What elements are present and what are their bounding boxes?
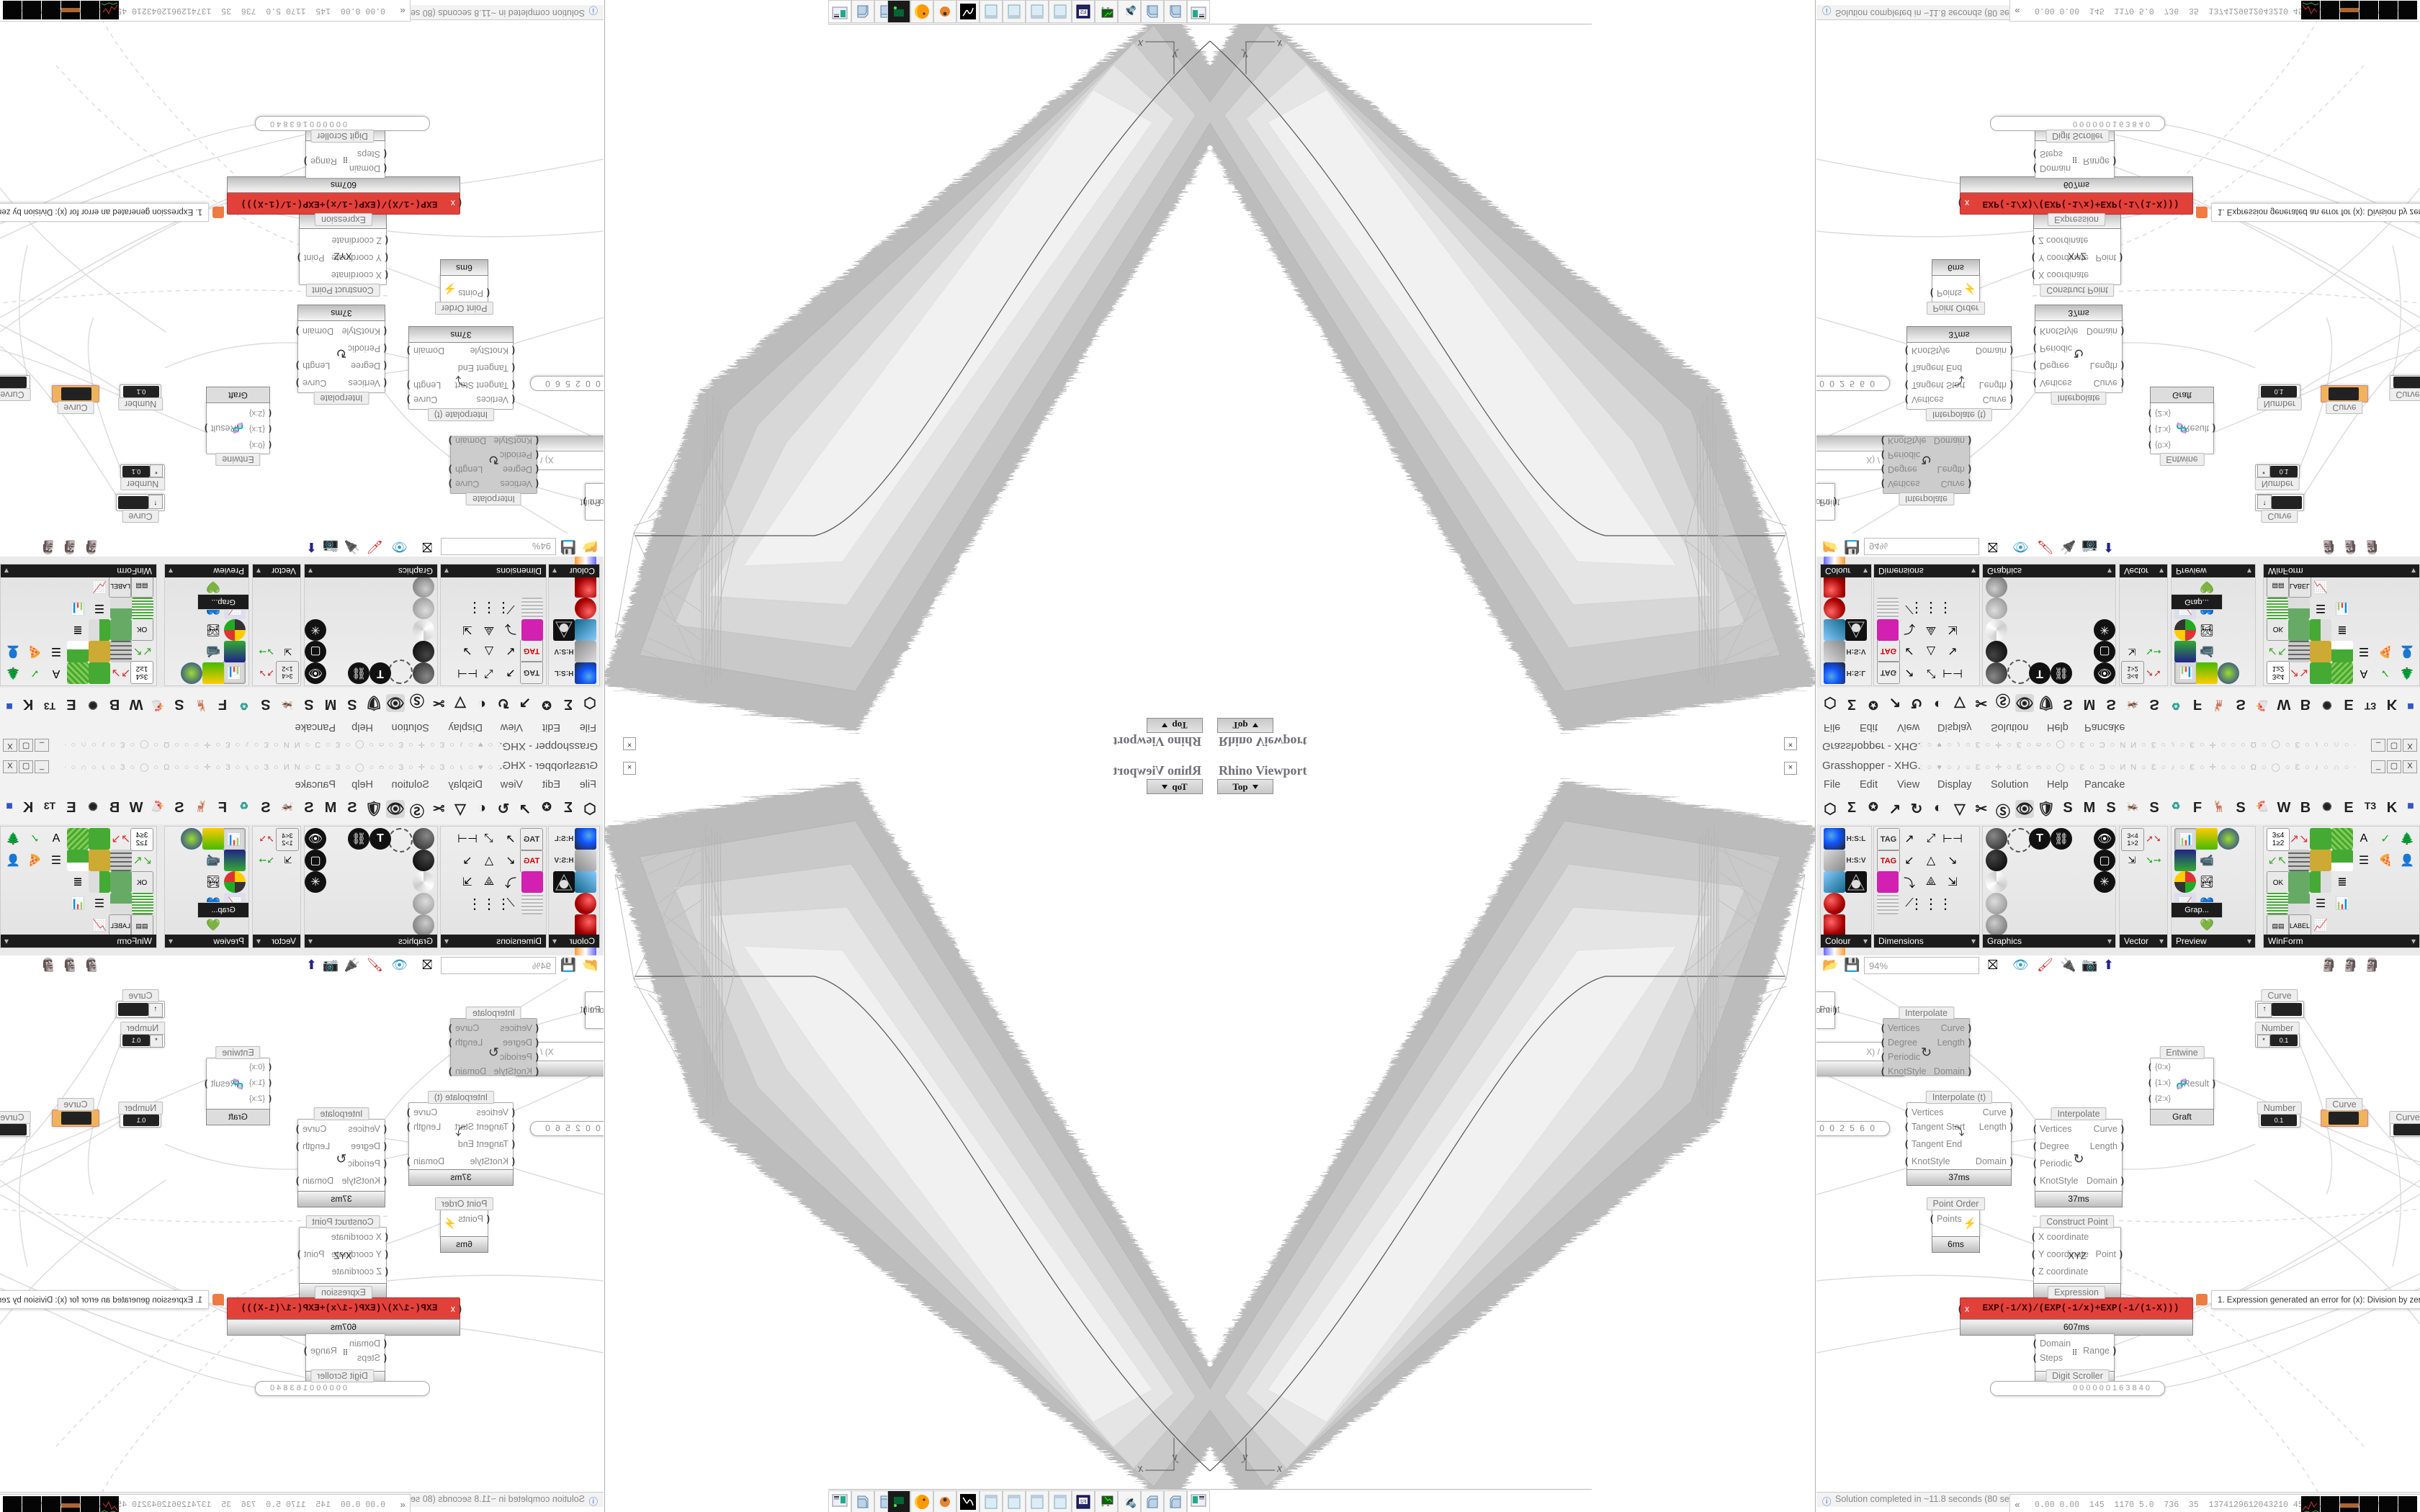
svg-text:F2: F2 xyxy=(1080,9,1086,14)
svg-text:F2: F2 xyxy=(1080,1500,1086,1505)
